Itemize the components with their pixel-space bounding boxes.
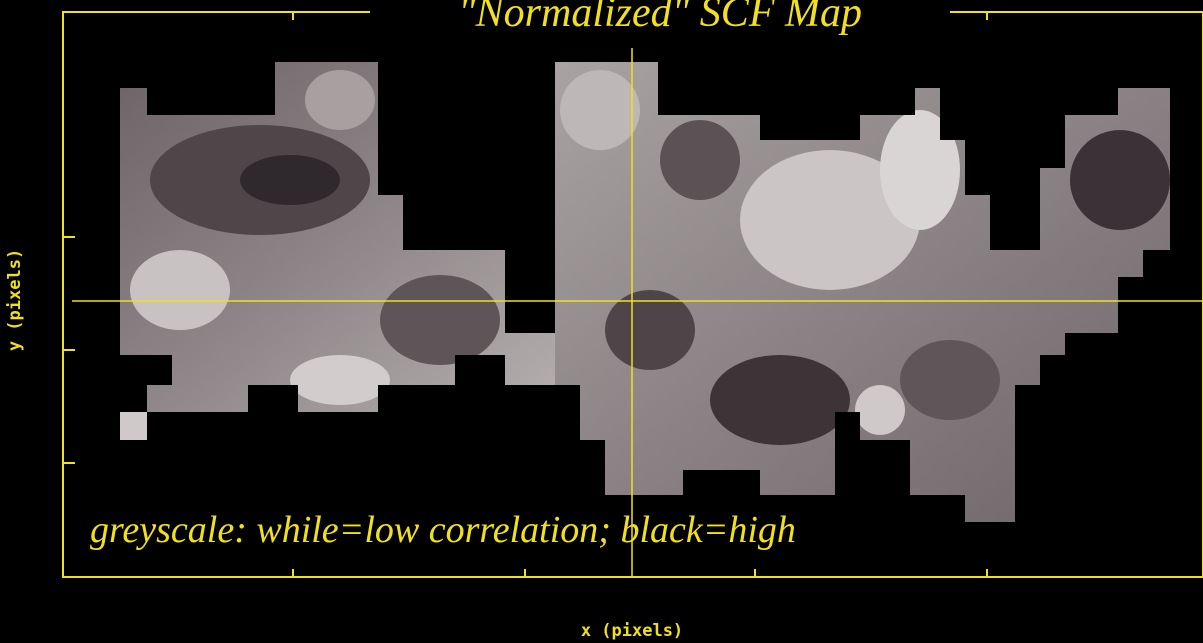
map-left	[120, 62, 555, 412]
x-axis-label: x (pixels)	[581, 621, 683, 641]
map-cell	[120, 412, 147, 440]
title-background	[370, 0, 950, 30]
chart-title: "Normalized" SCF Map	[458, 0, 862, 36]
map-right	[555, 62, 1170, 522]
annotation: greyscale: while=low correlation; black=…	[90, 509, 796, 551]
y-axis-label: y (pixels)	[5, 249, 25, 351]
